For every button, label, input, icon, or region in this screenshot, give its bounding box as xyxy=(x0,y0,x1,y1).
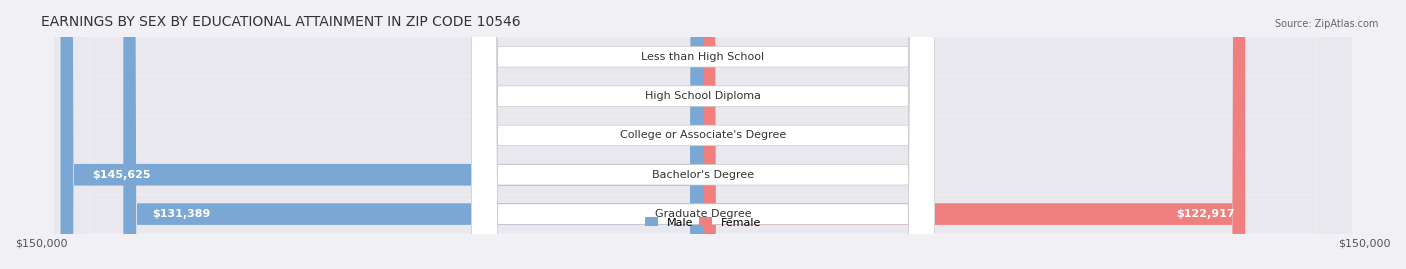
FancyBboxPatch shape xyxy=(471,0,935,269)
FancyBboxPatch shape xyxy=(55,0,1351,269)
Text: Source: ZipAtlas.com: Source: ZipAtlas.com xyxy=(1274,19,1378,29)
FancyBboxPatch shape xyxy=(703,0,1246,269)
Text: High School Diploma: High School Diploma xyxy=(645,91,761,101)
FancyBboxPatch shape xyxy=(60,0,703,269)
FancyBboxPatch shape xyxy=(471,0,935,269)
FancyBboxPatch shape xyxy=(55,0,1351,269)
Text: $0: $0 xyxy=(681,91,695,101)
Text: Bachelor's Degree: Bachelor's Degree xyxy=(652,170,754,180)
Legend: Male, Female: Male, Female xyxy=(640,213,766,232)
FancyBboxPatch shape xyxy=(55,0,1351,269)
Text: $0: $0 xyxy=(681,130,695,140)
FancyBboxPatch shape xyxy=(471,0,935,269)
Text: $0: $0 xyxy=(711,130,725,140)
Text: $0: $0 xyxy=(681,52,695,62)
Text: College or Associate's Degree: College or Associate's Degree xyxy=(620,130,786,140)
Text: $0: $0 xyxy=(711,52,725,62)
Text: Graduate Degree: Graduate Degree xyxy=(655,209,751,219)
FancyBboxPatch shape xyxy=(471,0,935,269)
Text: $0: $0 xyxy=(711,170,725,180)
Text: $0: $0 xyxy=(711,91,725,101)
Text: $145,625: $145,625 xyxy=(93,170,152,180)
FancyBboxPatch shape xyxy=(471,0,935,269)
FancyBboxPatch shape xyxy=(55,0,1351,269)
Text: Less than High School: Less than High School xyxy=(641,52,765,62)
FancyBboxPatch shape xyxy=(124,0,703,269)
Text: EARNINGS BY SEX BY EDUCATIONAL ATTAINMENT IN ZIP CODE 10546: EARNINGS BY SEX BY EDUCATIONAL ATTAINMEN… xyxy=(41,15,520,29)
FancyBboxPatch shape xyxy=(55,0,1351,269)
Text: $131,389: $131,389 xyxy=(152,209,211,219)
Text: $122,917: $122,917 xyxy=(1175,209,1234,219)
